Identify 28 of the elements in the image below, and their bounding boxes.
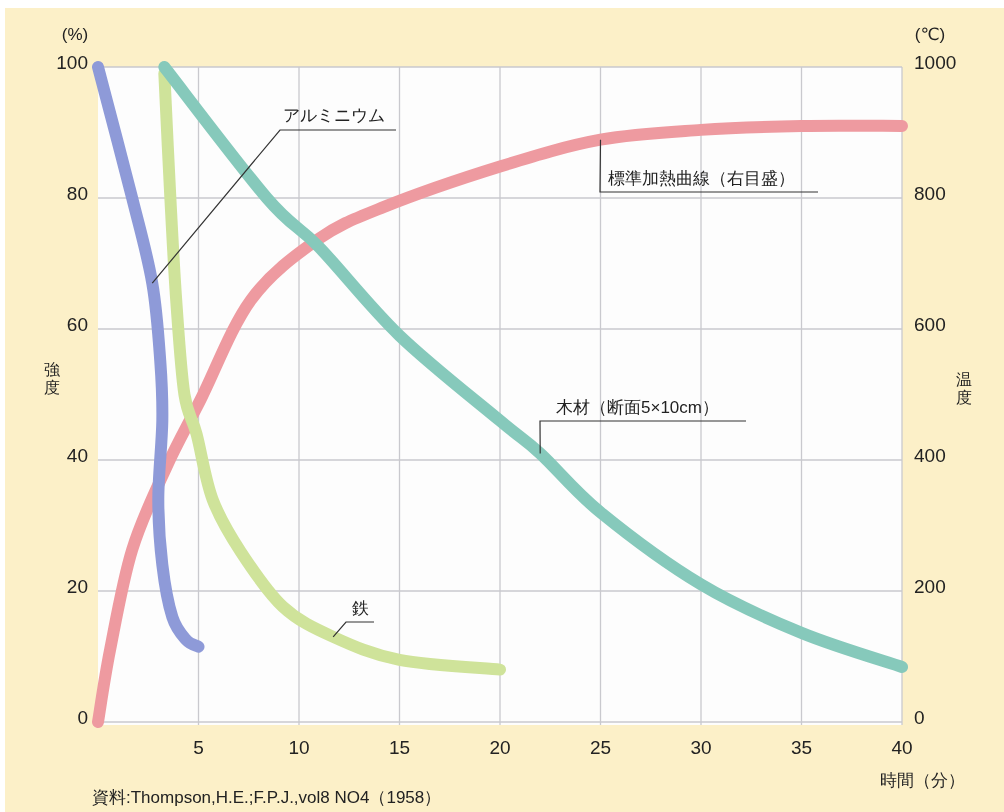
- x-tick-label: 5: [193, 737, 204, 758]
- y-tick-label: 40: [66, 445, 88, 466]
- y2-tick-label: 1000: [914, 52, 957, 73]
- y2-tick-label: 800: [914, 183, 946, 204]
- x-tick-label: 35: [790, 737, 813, 758]
- text: (%): [61, 25, 89, 44]
- y2-tick-label: 600: [914, 314, 946, 335]
- text: (℃): [914, 25, 946, 44]
- series-label: 鉄: [352, 599, 369, 618]
- x-tick-label: 10: [288, 737, 310, 758]
- series-label: 標準加熱曲線（右目盛）: [608, 169, 795, 188]
- y-tick-label: 80: [66, 183, 88, 204]
- x-tick-label: 20: [489, 737, 511, 758]
- y-tick-label: 60: [66, 314, 88, 335]
- y-tick-label: 0: [77, 707, 88, 728]
- y-axis-title: 強度: [44, 361, 60, 396]
- x-tick-label: 30: [690, 737, 712, 758]
- x-tick-label: 15: [388, 737, 411, 758]
- y-tick-label: 100: [56, 52, 88, 73]
- y-tick-label: 20: [66, 576, 88, 597]
- x-tick-label: 25: [589, 737, 612, 758]
- y2-tick-label: 200: [914, 576, 946, 597]
- text: 資料:Thompson,H.E.;F.P.J.,vol8 NO4（1958）: [92, 788, 442, 807]
- y2-tick-label: 0: [914, 707, 925, 728]
- x-axis-title: 時間（分）: [879, 771, 965, 790]
- y2-axis-title: 温度: [956, 371, 972, 406]
- y2-tick-label: 400: [914, 445, 946, 466]
- x-tick-label: 40: [891, 737, 913, 758]
